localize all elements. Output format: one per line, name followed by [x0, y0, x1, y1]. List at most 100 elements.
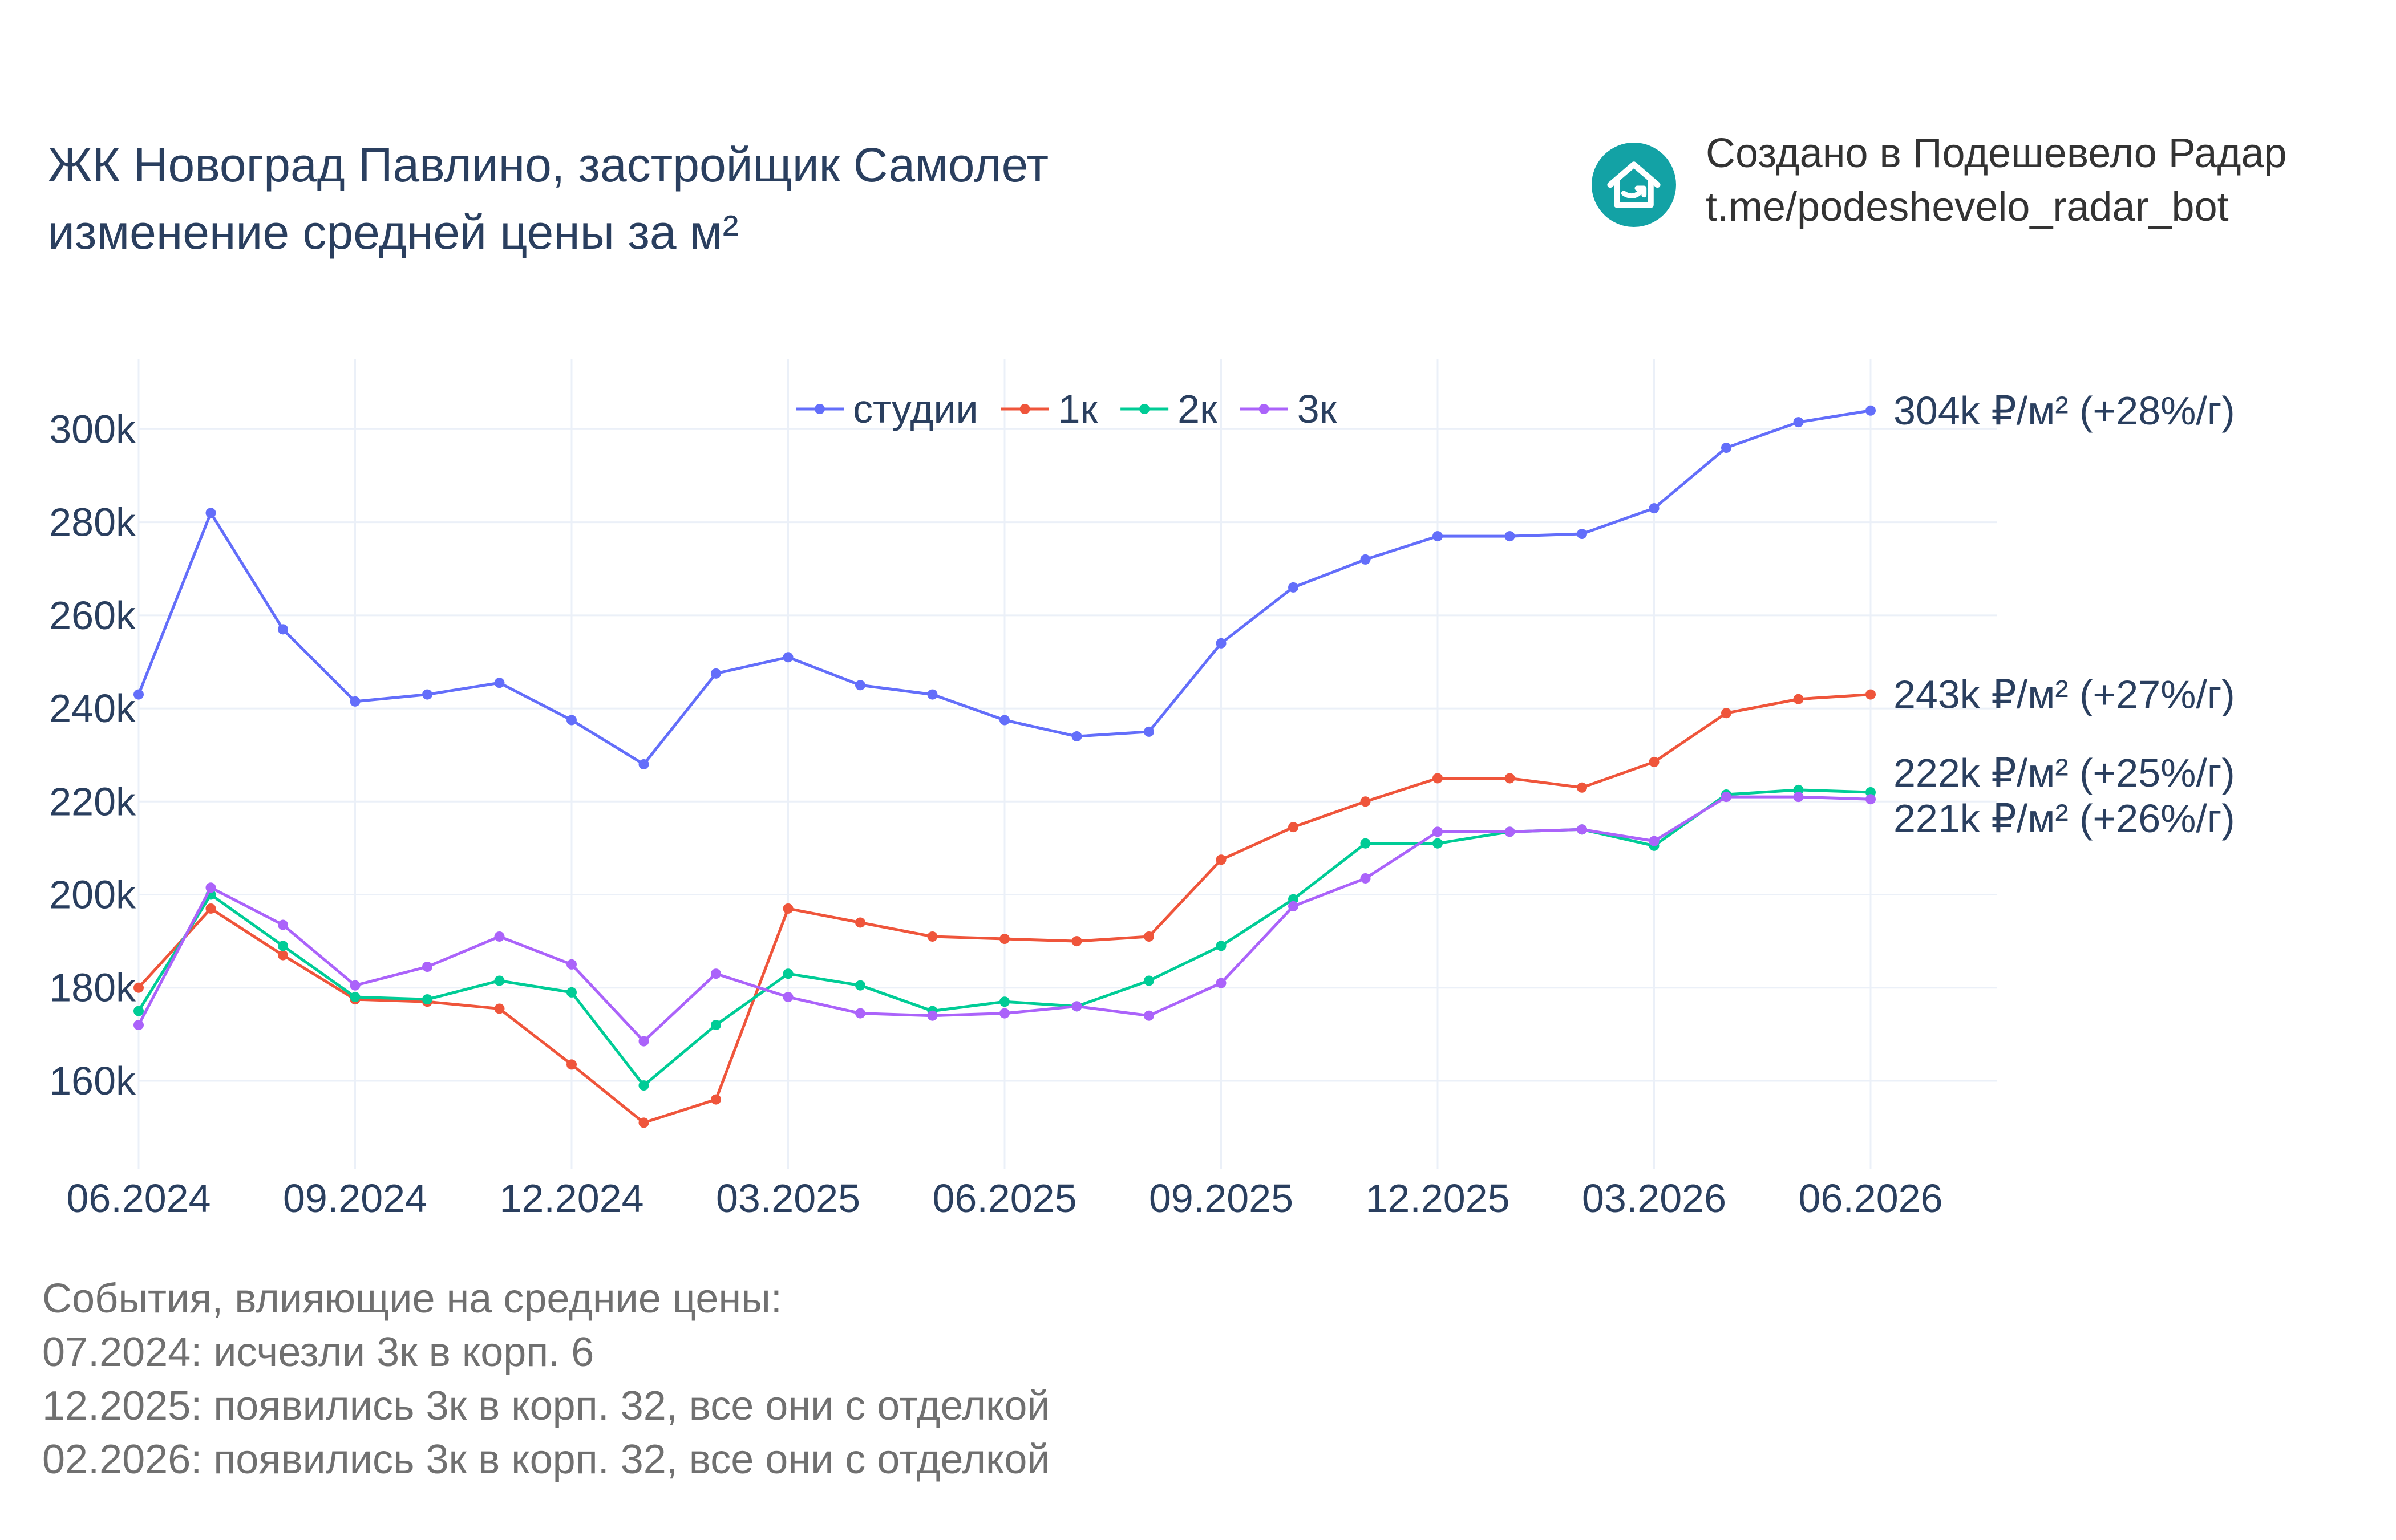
data-point [1504, 773, 1515, 784]
data-point [350, 696, 361, 707]
end-value-label: 243k ₽/м² (+27%/г) [1893, 672, 2235, 717]
data-point [711, 1094, 721, 1105]
y-tick-label: 260k [49, 593, 136, 638]
data-point [1721, 708, 1731, 719]
data-point [1288, 582, 1298, 593]
data-point [999, 1008, 1010, 1019]
legend-item[interactable]: 3к [1240, 387, 1337, 431]
data-point [133, 689, 144, 700]
data-point [494, 678, 505, 688]
data-point [1865, 405, 1876, 416]
data-point [999, 715, 1010, 726]
data-point [855, 1008, 865, 1019]
data-point [1216, 978, 1227, 988]
y-tick-label: 160k [49, 1059, 136, 1103]
data-point [783, 992, 794, 1003]
legend-swatch-marker [1258, 404, 1269, 414]
data-point [638, 1036, 649, 1047]
data-point [855, 917, 865, 928]
y-tick-label: 220k [49, 779, 136, 824]
price-line-chart: 160k 180k 200k 220k 240k 260k 280k 300k 06.2024… [49, 359, 2235, 1221]
data-point [1144, 931, 1154, 942]
end-value-label: 304k ₽/м² (+28%/г) [1893, 388, 2235, 433]
data-point [1649, 503, 1660, 514]
legend-item[interactable]: студии [796, 387, 978, 431]
data-point [1144, 1010, 1154, 1021]
legend[interactable]: студии 1к 2к 3к [796, 387, 1337, 431]
x-tick-label: 09.2024 [283, 1176, 427, 1221]
data-point [638, 1117, 649, 1128]
data-point [350, 992, 361, 1003]
data-point [1577, 782, 1587, 793]
legend-label: 3к [1297, 387, 1337, 431]
data-point [1721, 792, 1731, 803]
x-tick-label: 06.2024 [66, 1176, 211, 1221]
data-point [566, 959, 577, 970]
data-point [566, 715, 577, 726]
y-tick-label: 300k [49, 407, 136, 451]
title-line-1: ЖК Новоград Павлино, застройщик Самолет [48, 138, 1049, 192]
data-point [855, 680, 865, 691]
data-point [1649, 756, 1660, 767]
data-point [783, 968, 794, 979]
legend-swatch-marker [815, 404, 825, 414]
data-point [1649, 836, 1660, 846]
x-tick-label: 12.2025 [1365, 1176, 1509, 1221]
data-point [566, 987, 577, 998]
data-point [1360, 838, 1371, 849]
data-point [999, 996, 1010, 1007]
events-annotation: События, влияющие на средние цены: 07.20… [42, 1272, 1050, 1486]
grid [137, 359, 1997, 1169]
data-point [205, 882, 216, 893]
data-point [494, 975, 505, 986]
credit-link[interactable]: t.me/podeshevelo_radar_bot [1706, 184, 2229, 230]
events-heading: События, влияющие на средние цены: [42, 1276, 782, 1322]
data-point [783, 652, 794, 663]
data-point [1360, 873, 1371, 884]
data-point [638, 759, 649, 769]
legend-label: 1к [1058, 387, 1098, 431]
series-4 [133, 792, 1876, 1047]
data-point [1577, 529, 1587, 540]
legend-swatch-marker [1019, 404, 1030, 414]
legend-swatch-marker [1139, 404, 1150, 414]
title-line-2: изменение средней цены за м² [48, 205, 739, 259]
data-point [1432, 838, 1443, 849]
data-point [1071, 936, 1082, 947]
data-point [205, 508, 216, 518]
data-point [1504, 531, 1515, 542]
x-tick-label: 03.2025 [716, 1176, 860, 1221]
data-point [278, 624, 288, 635]
legend-item[interactable]: 1к [1001, 387, 1098, 431]
x-tick-label: 06.2025 [932, 1176, 1076, 1221]
data-point [494, 1003, 505, 1014]
data-point [278, 941, 288, 951]
legend-label: студии [853, 387, 978, 431]
event-item-1: 07.2024: исчезли 3к в корп. 6 [42, 1330, 594, 1375]
end-value-label: 222k ₽/м² (+25%/г) [1893, 751, 2235, 795]
data-point [1071, 1001, 1082, 1012]
data-point [1288, 822, 1298, 833]
y-tick-label: 240k [49, 686, 136, 731]
data-point [783, 903, 794, 914]
data-point [1432, 826, 1443, 837]
data-point [855, 980, 865, 991]
data-point [711, 1020, 721, 1031]
data-point [1216, 941, 1227, 951]
chart-title: ЖК Новоград Павлино, застройщик Самолет … [48, 131, 1049, 266]
legend-item[interactable]: 2к [1120, 387, 1217, 431]
x-axis-ticks: 06.2024 09.2024 12.2024 03.2025 06.2025 09.20… [66, 1176, 1942, 1221]
data-point [638, 1080, 649, 1091]
data-point [422, 962, 432, 972]
end-labels: 304k ₽/м² (+28%/г) 243k ₽/м² (+27%/г) 222k… [1893, 388, 2235, 841]
data-point [278, 950, 288, 961]
y-tick-label: 180k [49, 966, 136, 1010]
data-point [1793, 417, 1804, 428]
data-point [566, 1059, 577, 1070]
series-layer [133, 405, 1876, 1128]
event-item-2: 12.2025: появились 3к в корп. 32, все он… [42, 1383, 1050, 1429]
data-point [1360, 554, 1371, 565]
data-point [1865, 794, 1876, 805]
event-item-3: 02.2026: появились 3к в корп. 32, все он… [42, 1437, 1050, 1482]
credit-line-1: Создано в Подешевело Радар [1706, 131, 2287, 176]
